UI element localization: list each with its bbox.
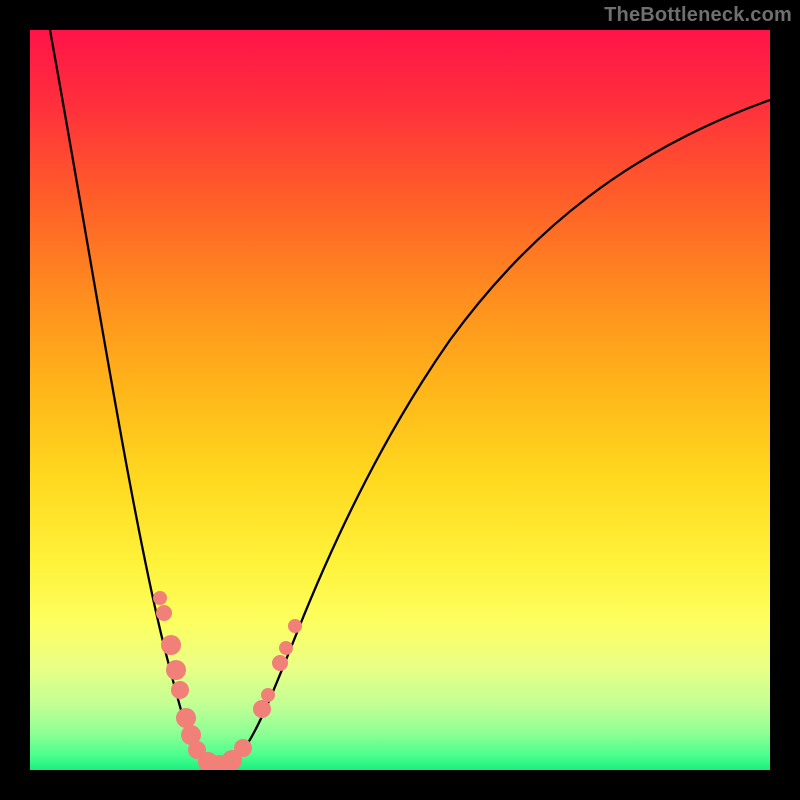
plot-area xyxy=(30,30,770,770)
curve-marker xyxy=(279,641,293,655)
curve-marker xyxy=(253,700,271,718)
watermark-text: TheBottleneck.com xyxy=(604,4,792,27)
curve-marker xyxy=(153,591,167,605)
bottleneck-curve-svg xyxy=(30,30,770,770)
curve-marker xyxy=(176,708,196,728)
outer-frame: TheBottleneck.com xyxy=(0,0,800,800)
curve-marker xyxy=(161,635,181,655)
bottleneck-curve-line xyxy=(50,30,770,765)
curve-marker xyxy=(166,660,186,680)
curve-marker xyxy=(261,688,275,702)
curve-marker xyxy=(288,619,302,633)
curve-marker xyxy=(234,739,252,757)
curve-marker xyxy=(156,605,172,621)
curve-marker xyxy=(171,681,189,699)
curve-markers-group xyxy=(153,591,302,770)
curve-marker xyxy=(272,655,288,671)
